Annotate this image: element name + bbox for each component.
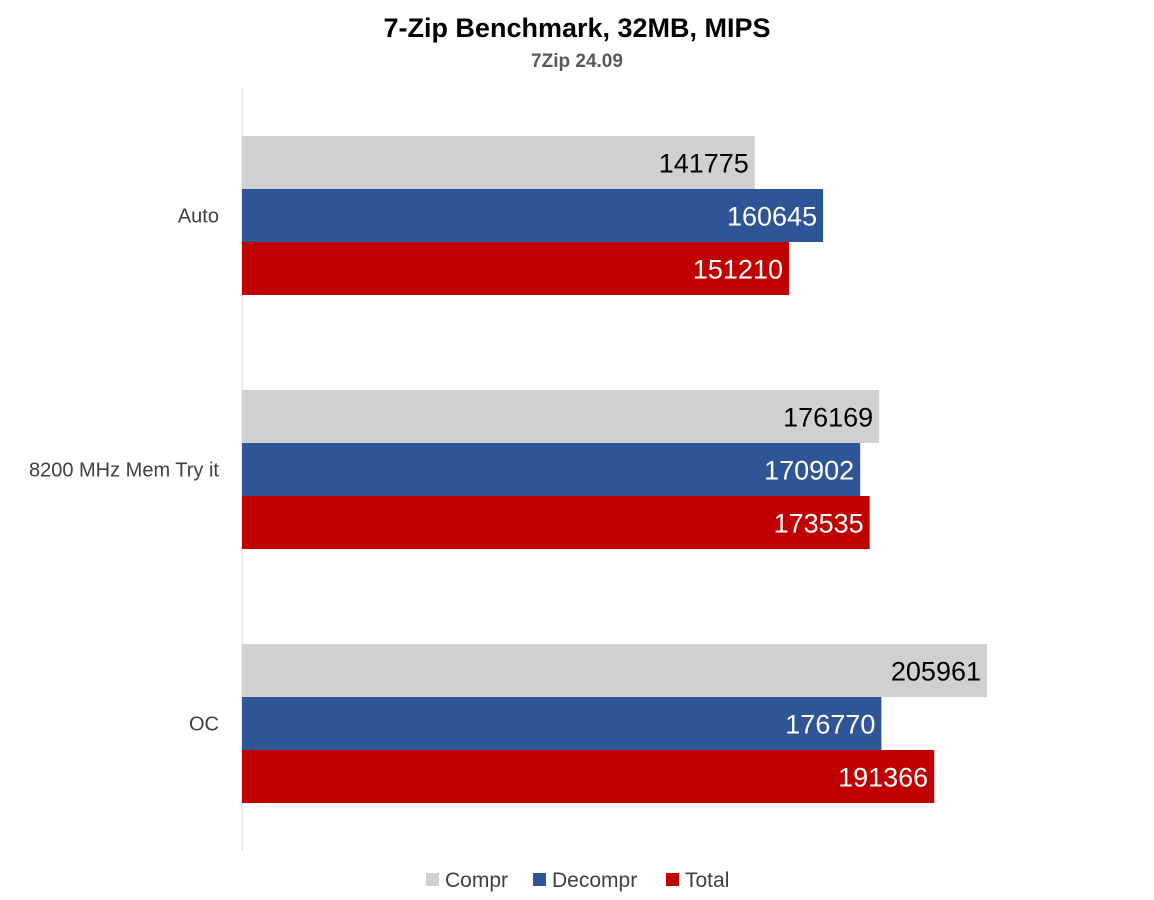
bar-total-1 xyxy=(242,496,870,549)
data-label-decompr-0: 160645 xyxy=(727,202,817,232)
legend-label-total: Total xyxy=(685,869,729,892)
bar-decompr-2 xyxy=(242,697,882,750)
legend: Compr Decompr Total xyxy=(426,869,729,892)
data-label-compr-0: 141775 xyxy=(659,149,749,179)
data-label-total-2: 191366 xyxy=(838,763,928,793)
bar-compr-0 xyxy=(242,136,755,189)
category-label: 8200 MHz Mem Try it xyxy=(29,460,219,482)
bar-compr-2 xyxy=(242,644,987,697)
data-label-compr-1: 176169 xyxy=(783,403,873,433)
category-label: OC xyxy=(189,714,219,736)
plot-area: Auto 141775 160645 151210 8200 MHz Mem Try i… xyxy=(29,136,987,803)
data-label-compr-2: 205961 xyxy=(891,657,981,687)
legend-swatch-compr xyxy=(426,873,439,886)
bar-total-2 xyxy=(242,750,935,803)
data-label-total-0: 151210 xyxy=(693,255,783,285)
data-label-decompr-1: 170902 xyxy=(764,456,854,486)
legend-swatch-decompr xyxy=(533,873,546,886)
data-label-total-1: 173535 xyxy=(774,509,864,539)
category-label: Auto xyxy=(178,206,219,228)
legend-label-decompr: Decompr xyxy=(552,869,637,892)
bar-compr-1 xyxy=(242,390,880,443)
bar-total-0 xyxy=(242,242,789,295)
bar-decompr-0 xyxy=(242,189,824,242)
legend-swatch-total xyxy=(666,873,679,886)
chart-title: 7-Zip Benchmark, 32MB, MIPS xyxy=(383,13,770,43)
chart-subtitle: 7Zip 24.09 xyxy=(531,51,623,72)
legend-label-compr: Compr xyxy=(445,869,508,892)
bar-decompr-1 xyxy=(242,443,861,496)
data-label-decompr-2: 176770 xyxy=(785,710,875,740)
